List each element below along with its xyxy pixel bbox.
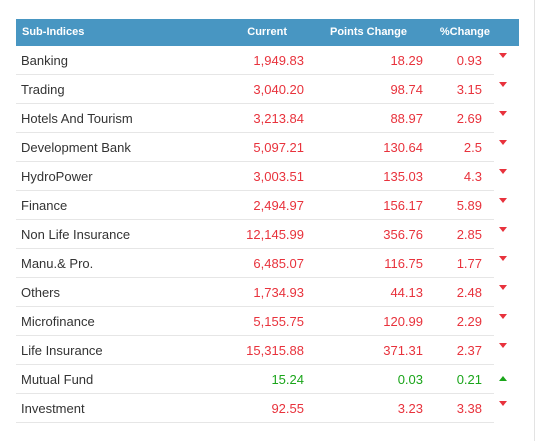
row-pct-change: 2.69: [456, 111, 482, 126]
table-row: HydroPower 3,003.51 135.03 4.3: [16, 162, 507, 191]
row-current: 3,040.20: [253, 82, 304, 97]
row-pct-change: 0.21: [456, 372, 482, 387]
arrow-down-icon: [499, 256, 507, 261]
row-name: Banking: [21, 53, 68, 68]
row-current: 1,949.83: [253, 53, 304, 68]
arrow-down-icon: [499, 343, 507, 348]
row-points-change: 44.13: [390, 285, 423, 300]
arrow-down-icon: [499, 111, 507, 116]
row-points-change: 120.99: [383, 314, 423, 329]
row-current: 6,485.07: [253, 256, 304, 271]
row-points-change: 0.03: [397, 372, 423, 387]
table-header: Sub-Indices Current Points Change %Chang…: [16, 19, 519, 46]
row-pct-change: 5.89: [456, 198, 482, 213]
arrow-down-icon: [499, 53, 507, 58]
row-name: Finance: [21, 198, 68, 213]
row-name: Others: [21, 285, 61, 300]
row-name: Development Bank: [21, 140, 131, 155]
row-points-change: 371.31: [383, 343, 423, 358]
row-current: 2,494.97: [253, 198, 304, 213]
table-row: Mutual Fund 15.24 0.03 0.21: [16, 365, 507, 394]
arrow-down-icon: [499, 140, 507, 145]
header-sub-indices: Sub-Indices: [22, 26, 85, 38]
row-current: 12,145.99: [246, 227, 304, 242]
table-row: Life Insurance 15,315.88 371.31 2.37: [16, 336, 507, 365]
arrow-down-icon: [499, 82, 507, 87]
header-points-change: Points Change: [329, 26, 407, 38]
header-current: Current: [247, 26, 287, 38]
row-pct-change: 4.3: [463, 169, 482, 184]
row-pct-change: 2.37: [456, 343, 482, 358]
row-points-change: 156.17: [383, 198, 423, 213]
row-current: 15,315.88: [246, 343, 304, 358]
row-name: HydroPower: [21, 169, 93, 184]
row-points-change: 116.75: [384, 256, 423, 271]
table-row: Finance 2,494.97 156.17 5.89: [16, 191, 507, 220]
row-current: 15.24: [271, 372, 304, 387]
row-pct-change: 2.29: [456, 314, 482, 329]
table-row: Development Bank 5,097.21 130.64 2.5: [16, 133, 507, 162]
table-row: Trading 3,040.20 98.74 3.15: [16, 75, 507, 104]
table-row: Investment 92.55 3.23 3.38: [16, 394, 507, 423]
row-pct-change: 0.93: [456, 53, 482, 68]
row-name: Trading: [21, 82, 65, 97]
arrow-down-icon: [499, 227, 507, 232]
row-name: Microfinance: [21, 314, 95, 329]
row-pct-change: 2.5: [463, 140, 482, 155]
row-points-change: 356.76: [383, 227, 423, 242]
sub-indices-panel: Sub-Indices Current Points Change %Chang…: [16, 0, 535, 441]
row-name: Mutual Fund: [21, 372, 94, 387]
arrow-up-icon: [499, 376, 507, 381]
row-pct-change: 3.38: [456, 401, 482, 416]
row-points-change: 18.29: [390, 53, 423, 68]
row-current: 3,213.84: [253, 111, 304, 126]
arrow-down-icon: [499, 198, 507, 203]
arrow-down-icon: [499, 314, 507, 319]
row-name: Manu.& Pro.: [21, 256, 94, 271]
row-points-change: 3.23: [397, 401, 423, 416]
row-points-change: 88.97: [390, 111, 423, 126]
row-pct-change: 3.15: [456, 82, 482, 97]
row-name: Life Insurance: [21, 343, 103, 358]
row-name: Hotels And Tourism: [21, 111, 133, 126]
row-points-change: 98.74: [390, 82, 423, 97]
row-current: 5,097.21: [253, 140, 304, 155]
row-name: Non Life Insurance: [21, 227, 131, 242]
row-points-change: 130.64: [383, 140, 423, 155]
table-row: Banking 1,949.83 18.29 0.93: [16, 46, 507, 75]
table-row: Hotels And Tourism 3,213.84 88.97 2.69: [16, 104, 507, 133]
table-row: Non Life Insurance 12,145.99 356.76 2.85: [16, 220, 507, 249]
header-pct-change: %Change: [439, 26, 490, 38]
arrow-down-icon: [499, 401, 507, 406]
row-current: 92.55: [271, 401, 304, 416]
table-row: Microfinance 5,155.75 120.99 2.29: [16, 307, 507, 336]
row-current: 1,734.93: [253, 285, 304, 300]
table-body: Banking 1,949.83 18.29 0.93 Trading 3,040.20 9…: [16, 46, 507, 423]
row-name: Investment: [21, 401, 85, 416]
table-row: Manu.& Pro. 6,485.07 116.75 1.77: [16, 249, 507, 278]
row-current: 5,155.75: [253, 314, 304, 329]
row-current: 3,003.51: [253, 169, 304, 184]
arrow-down-icon: [499, 285, 507, 290]
arrow-down-icon: [499, 169, 507, 174]
row-pct-change: 2.85: [456, 227, 482, 242]
row-points-change: 135.03: [383, 169, 423, 184]
row-pct-change: 1.77: [456, 256, 482, 271]
row-pct-change: 2.48: [456, 285, 482, 300]
table-row: Others 1,734.93 44.13 2.48: [16, 278, 507, 307]
